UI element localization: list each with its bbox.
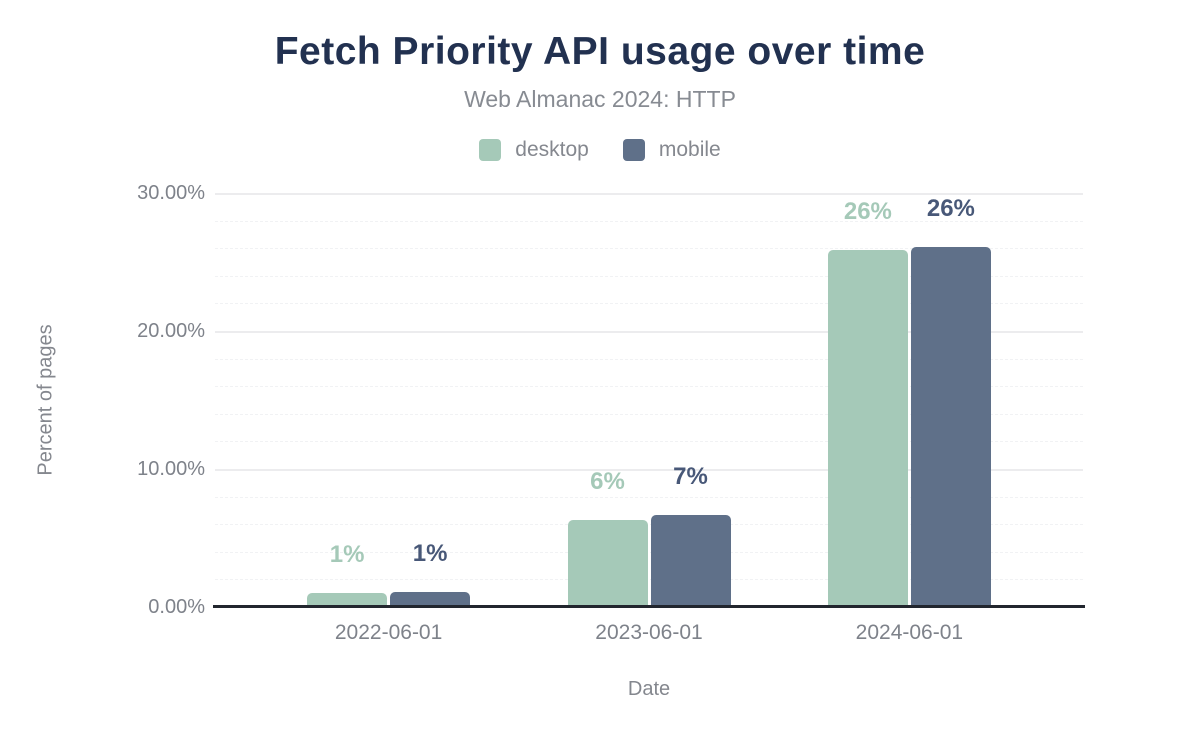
chart-title: Fetch Priority API usage over time: [274, 30, 926, 73]
minor-gridline: [215, 524, 1083, 526]
minor-gridline: [215, 275, 1083, 277]
x-tick-label: 2023-06-01: [595, 621, 703, 644]
minor-gridline: [215, 358, 1083, 360]
x-axis-title: Date: [627, 678, 671, 700]
major-gridline: [215, 331, 1083, 333]
minor-gridline: [215, 579, 1083, 581]
bar-value-label-desktop-2024-06-01: 26%: [843, 197, 892, 225]
x-axis-line: [213, 605, 1085, 608]
x-tick-label: 2024-06-01: [855, 621, 964, 644]
minor-gridline: [215, 386, 1083, 388]
minor-gridline: [215, 220, 1083, 222]
major-gridline: [215, 193, 1083, 195]
legend-swatch-mobile-icon: [622, 139, 645, 161]
major-gridline: [215, 469, 1083, 471]
x-tick-label: 2022-06-01: [334, 621, 443, 644]
y-axis-title: Percent of pages: [34, 324, 57, 476]
y-tick-label: 20.00%: [137, 320, 205, 342]
bar-value-label-desktop-2022-06-01: 1%: [329, 541, 365, 569]
bar-value-label-mobile-2023-06-01: 7%: [673, 462, 708, 490]
legend-label-mobile: mobile: [658, 138, 721, 161]
minor-gridline: [215, 551, 1083, 553]
legend: desktop mobile: [0, 138, 1200, 162]
bar-value-label-desktop-2023-06-01: 6%: [590, 468, 625, 496]
bar-mobile-2022-06-01: [390, 591, 471, 607]
minor-gridline: [215, 413, 1083, 415]
minor-gridline: [215, 248, 1083, 250]
legend-swatch-desktop-icon: [479, 139, 502, 161]
chart-subtitle: Web Almanac 2024: HTTP: [464, 86, 736, 112]
legend-item-mobile: mobile: [622, 138, 721, 162]
bar-value-label-mobile-2022-06-01: 1%: [412, 539, 448, 567]
minor-gridline: [215, 441, 1083, 443]
minor-gridline: [215, 303, 1083, 305]
legend-label-desktop: desktop: [515, 138, 589, 161]
y-tick-label: 0.00%: [148, 596, 205, 618]
y-tick-label: 30.00%: [137, 182, 205, 204]
y-tick-label: 10.00%: [137, 458, 205, 480]
minor-gridline: [215, 496, 1083, 498]
plot-area: 1% 1% 6% 7% 26% 26%: [215, 193, 1083, 607]
bar-desktop-2023-06-01: [567, 520, 648, 607]
bar-value-label-mobile-2024-06-01: 26%: [926, 194, 975, 222]
bar-desktop-2022-06-01: [307, 593, 388, 607]
bar-mobile-2024-06-01: [910, 246, 991, 607]
bar-desktop-2024-06-01: [827, 249, 908, 607]
legend-item-desktop: desktop: [479, 138, 589, 162]
bar-mobile-2023-06-01: [650, 514, 731, 607]
